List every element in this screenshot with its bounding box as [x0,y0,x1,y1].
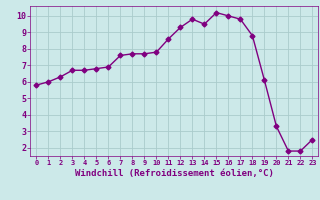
X-axis label: Windchill (Refroidissement éolien,°C): Windchill (Refroidissement éolien,°C) [75,169,274,178]
